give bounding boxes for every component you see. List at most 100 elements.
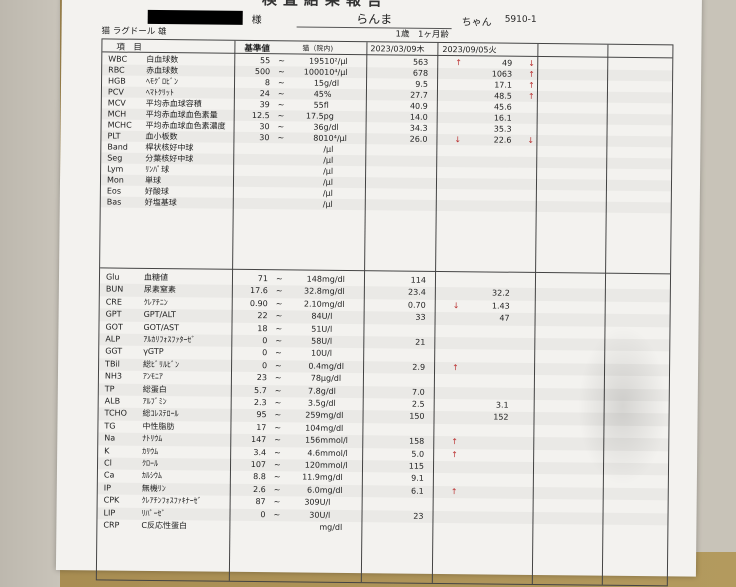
cell-v2	[458, 424, 508, 425]
flag-arrow: ↑	[451, 486, 458, 498]
cell-hi: 120	[294, 459, 320, 472]
cell-code: CRE	[106, 296, 122, 309]
cell-v2	[461, 156, 511, 157]
cell-hi: 45	[298, 88, 324, 99]
range-tilde: ~	[275, 372, 282, 384]
cell-v2	[459, 362, 509, 363]
cell-hi: 84	[296, 311, 322, 324]
cell-hi: 156	[294, 435, 320, 448]
cell-name: 中性脂肪	[142, 421, 174, 434]
cell-name: ｱﾙｶﾘﾌｫｽﾌｧﾀｰｾﾞ	[143, 334, 195, 347]
cell-name: 総ﾋﾞﾘﾙﾋﾞﾝ	[143, 359, 179, 372]
cell-v1: 33	[390, 312, 426, 325]
cell-code: ALB	[105, 395, 121, 408]
cell-unit: U/l	[322, 311, 333, 324]
cell-lo: 0	[239, 335, 267, 348]
cell-hi: 17.5	[298, 110, 324, 121]
cell-unit: mmol/l	[320, 460, 348, 473]
cell-lo: 17	[238, 422, 266, 435]
range-tilde: ~	[274, 447, 281, 459]
cell-hi: 195	[298, 55, 324, 66]
cell-code: TCHO	[104, 408, 126, 421]
cell-name: ﾍﾓｸﾞﾛﾋﾞﾝ	[146, 76, 178, 87]
cell-v1: 23.4	[390, 287, 426, 300]
cell-unit: mg/dl	[320, 485, 343, 498]
cell-code: GGT	[105, 346, 122, 359]
cell-hi: 15	[298, 77, 324, 88]
cell-v1: 14.0	[392, 111, 428, 122]
cell-unit: 10⁴/μl	[323, 133, 347, 144]
pet-age: 1歳 1ヶ月齢	[395, 27, 448, 40]
flag-arrow: ↑	[451, 449, 458, 461]
cell-lo: 8.8	[238, 471, 266, 484]
cell-hi: 7.8	[295, 385, 321, 398]
cell-v1: 115	[388, 460, 424, 473]
header-item: 項 目	[116, 41, 142, 53]
cell-v1: 40.9	[392, 100, 428, 111]
range-tilde: ~	[278, 55, 285, 66]
cell-name: ｸﾛｰﾙ	[142, 458, 158, 471]
cell-unit: /μl	[323, 177, 333, 188]
cell-lo: 23	[239, 372, 267, 385]
cell-name: C反応性蛋白	[141, 520, 187, 533]
cell-v2	[457, 523, 507, 524]
cell-v1: 678	[392, 67, 428, 78]
cell-lo: 2.3	[239, 397, 267, 410]
cell-code: Band	[107, 141, 128, 152]
cell-name: 平均赤血球血色素量	[146, 109, 218, 121]
cell-v1: 158	[388, 436, 424, 449]
cell-v2	[458, 486, 508, 487]
cell-hi: 104	[294, 422, 320, 435]
cell-v1: 9.5	[392, 78, 428, 89]
cell-hi: 148	[296, 273, 322, 286]
range-tilde: ~	[274, 484, 281, 496]
cell-name: 平均赤血球容積	[146, 98, 202, 110]
cell-lo: 17.6	[240, 285, 268, 298]
cell-hi: 2.10	[296, 298, 322, 311]
header-date-2: 2023/09/05火	[442, 44, 496, 56]
cell-v2: 49	[462, 57, 512, 69]
range-tilde: ~	[278, 121, 285, 132]
flag-arrow: ↑	[452, 362, 459, 374]
range-tilde: ~	[278, 99, 285, 110]
cell-unit: U/l	[321, 323, 332, 336]
cell-v2: 22.6	[461, 134, 511, 146]
cell-unit: mg/dl	[320, 423, 343, 436]
cell-v1: 26.0	[391, 133, 427, 144]
range-tilde: ~	[275, 360, 282, 372]
cell-hi: 32.8	[296, 286, 322, 299]
cell-hi: 80	[297, 132, 323, 143]
pet-name: らんま	[297, 9, 452, 29]
cell-v1: 114	[390, 274, 426, 287]
cell-code: Mon	[107, 174, 124, 185]
cell-code: TG	[104, 420, 115, 433]
cell-unit: mg/dl	[319, 522, 342, 535]
header-reference-note: 猫（院内)	[302, 44, 333, 54]
flag-arrow: ↓	[454, 134, 461, 145]
cell-unit: g/dl	[321, 385, 336, 398]
cell-lo: 87	[238, 496, 266, 509]
cell-hi: 4.6	[294, 447, 320, 460]
owner-honorific: 様	[252, 11, 262, 26]
cell-lo: 147	[238, 434, 266, 447]
cell-v2	[458, 498, 508, 499]
cell-v2: 3.1	[459, 399, 509, 412]
cell-code: MCV	[108, 97, 126, 108]
cell-hi: 51	[295, 323, 321, 336]
cell-name: ﾅﾄﾘｳﾑ	[142, 433, 162, 446]
flag-arrow: ↑	[528, 69, 535, 80]
cell-v1: 34.3	[392, 122, 428, 133]
range-tilde: ~	[275, 397, 282, 409]
cell-unit: mg/dl	[322, 274, 345, 287]
range-tilde: ~	[277, 132, 284, 143]
cell-name: GOT/AST	[143, 321, 179, 334]
cell-v2	[460, 275, 510, 276]
header-date-1: 2023/03/09木	[370, 43, 424, 55]
cell-code: K	[104, 445, 109, 457]
cell-code: Cl	[104, 457, 112, 469]
range-tilde: ~	[278, 66, 285, 77]
cell-unit: /μl	[323, 199, 333, 210]
cell-unit: U/l	[320, 497, 331, 510]
cell-code: GPT	[106, 309, 122, 322]
cell-v2	[458, 436, 508, 437]
